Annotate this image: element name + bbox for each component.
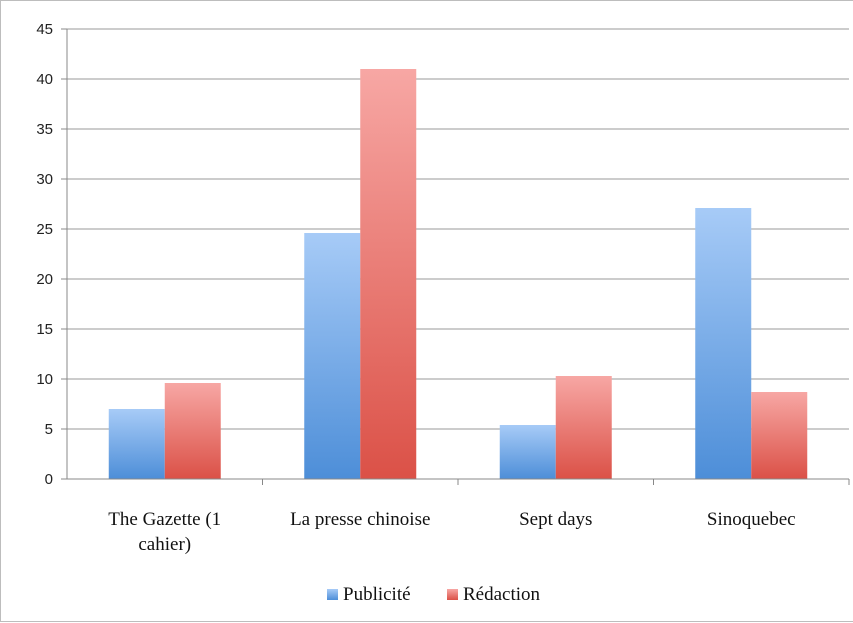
bar-publicite xyxy=(695,208,752,479)
y-tick-label: 20 xyxy=(36,271,53,288)
y-tick-label: 30 xyxy=(36,171,53,188)
y-tick-label: 45 xyxy=(36,21,53,38)
bar-redaction xyxy=(751,392,808,479)
category-label: Sept days xyxy=(519,509,592,530)
y-tick-label: 35 xyxy=(36,121,53,138)
bar-publicite xyxy=(499,425,556,479)
y-tick-label: 5 xyxy=(45,421,53,438)
bar-publicite xyxy=(304,233,361,479)
bar-redaction xyxy=(555,376,612,479)
y-tick-label: 40 xyxy=(36,71,53,88)
y-tick-label: 15 xyxy=(36,321,53,338)
bar-redaction xyxy=(360,69,417,479)
category-label: The Gazette (1 xyxy=(108,509,221,530)
y-tick-label: 0 xyxy=(45,471,53,488)
legend-label: Rédaction xyxy=(463,584,541,605)
legend-swatch xyxy=(327,589,338,600)
legend-label: Publicité xyxy=(343,584,411,605)
category-label: cahier) xyxy=(138,534,191,555)
legend-swatch xyxy=(447,589,458,600)
bar-redaction xyxy=(164,383,221,479)
y-tick-label: 10 xyxy=(36,371,53,388)
y-tick-label: 25 xyxy=(36,221,53,238)
bar-publicite xyxy=(108,409,165,479)
category-label: Sinoquebec xyxy=(707,509,796,530)
category-label: La presse chinoise xyxy=(290,509,430,530)
